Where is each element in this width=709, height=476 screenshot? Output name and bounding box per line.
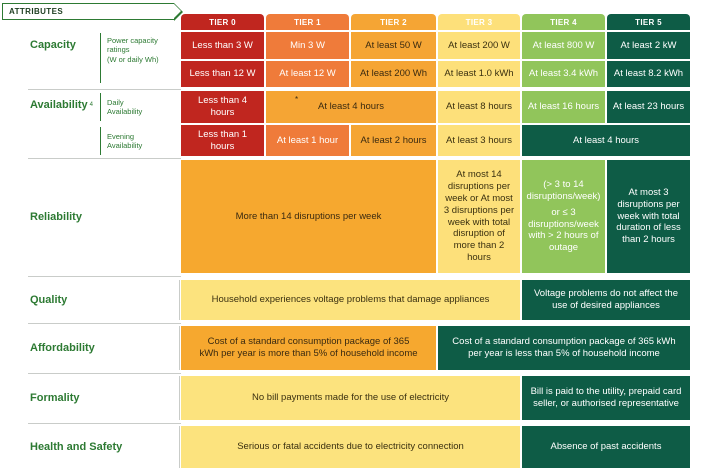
evening-tier-0: Less than 1 hours: [181, 125, 264, 156]
daily-tier-0: Less than 4 hours: [181, 91, 264, 123]
formality-label: Formality: [30, 392, 80, 404]
evening-tier-4-5: At least 4 hours: [522, 125, 690, 156]
capacity-w-tier-1: Min 3 W: [266, 32, 349, 59]
capacity-wh-tier-4: At least 3.4 kWh: [522, 61, 605, 87]
tier-5-header: TIER 5: [607, 14, 690, 30]
tier-2-header: TIER 2: [351, 14, 436, 30]
daily-tier-1-2: * At least 4 hours: [266, 91, 436, 123]
capacity-wh-tier-0: Less than 12 W: [181, 61, 264, 87]
capacity-wh-tier-3: At least 1.0 kWh: [438, 61, 520, 87]
formality-tier-0-3: No bill payments made for the use of ele…: [181, 376, 520, 420]
reliability-tier-4: (> 3 to 14 disruptions/week) or ≤ 3 disr…: [522, 160, 605, 273]
row-bracket: [179, 326, 180, 370]
evening-tier-1: At least 1 hour: [266, 125, 349, 156]
availability-label: Availability 4: [30, 95, 105, 115]
health-safety-tier-4-5: Absence of past accidents: [522, 426, 690, 468]
reliability-tier-0-2: More than 14 disruptions per week: [181, 160, 436, 273]
availability-label-text: Availability: [30, 99, 88, 111]
affordability-tier-0-2: Cost of a standard consumption package o…: [181, 326, 436, 370]
attributes-header: ATTRIBUTES: [2, 2, 183, 21]
quality-label: Quality: [30, 294, 68, 306]
reliability-tier-3: At most 14 disruptions per week or At mo…: [438, 160, 520, 273]
row-bracket: [179, 280, 180, 320]
evening-tier-2: At least 2 hours: [351, 125, 436, 156]
quality-tier-0-3: Household experiences voltage problems t…: [181, 280, 520, 320]
evening-tier-3: At least 3 hours: [438, 125, 520, 156]
capacity-w-tier-5: At least 2 kW: [607, 32, 690, 59]
health-safety-label: Health and Safety: [30, 441, 123, 453]
reliability-tier-5: At most 3 disruptions per week with tota…: [607, 160, 690, 273]
reliability-tier-4-a: (> 3 to 14 disruptions/week): [526, 178, 601, 202]
capacity-wh-tier-5: At least 8.2 kWh: [607, 61, 690, 87]
capacity-w-tier-0: Less than 3 W: [181, 32, 264, 59]
availability-footnote: 4: [89, 102, 94, 108]
capacity-sublabel: Power capacity ratings (W or daily Wh): [100, 33, 178, 83]
daily-availability-label: Daily Availability: [100, 93, 178, 121]
affordability-tier-3-5: Cost of a standard consumption package o…: [438, 326, 690, 370]
daily-tier-3: At least 8 hours: [438, 91, 520, 123]
health-safety-tier-0-3: Serious or fatal accidents due to electr…: [181, 426, 520, 468]
row-bracket: [179, 426, 180, 468]
divider: [28, 323, 181, 324]
daily-tier-4: At least 16 hours: [522, 91, 605, 123]
reliability-tier-4-b: or ≤ 3 disruptions/week with > 2 hours o…: [528, 206, 599, 254]
affordability-label: Affordability: [30, 342, 95, 354]
daily-tier-5: At least 23 hours: [607, 91, 690, 123]
daily-tier-1-2-text: At least 4 hours: [317, 101, 384, 113]
tier-0-header: TIER 0: [181, 14, 264, 30]
attributes-label: ATTRIBUTES: [9, 7, 64, 16]
formality-tier-4-5: Bill is paid to the utility, prepaid car…: [522, 376, 690, 420]
capacity-wh-tier-2: At least 200 Wh: [351, 61, 436, 87]
divider: [28, 89, 181, 90]
reliability-label: Reliability: [30, 211, 82, 223]
capacity-label: Capacity: [30, 39, 76, 51]
evening-availability-label: Evening Availability: [100, 127, 178, 155]
capacity-w-tier-3: At least 200 W: [438, 32, 520, 59]
daily-asterisk: *: [295, 95, 299, 104]
quality-tier-4-5: Voltage problems do not affect the use o…: [522, 280, 690, 320]
capacity-w-tier-2: At least 50 W: [351, 32, 436, 59]
capacity-w-tier-4: At least 800 W: [522, 32, 605, 59]
tier-4-header: TIER 4: [522, 14, 605, 30]
row-bracket: [179, 376, 180, 420]
divider: [28, 158, 181, 159]
divider: [28, 276, 181, 277]
divider: [28, 373, 181, 374]
divider: [28, 423, 181, 424]
tier-3-header: TIER 3: [438, 14, 520, 30]
capacity-wh-tier-1: At least 12 W: [266, 61, 349, 87]
tier-1-header: TIER 1: [266, 14, 349, 30]
